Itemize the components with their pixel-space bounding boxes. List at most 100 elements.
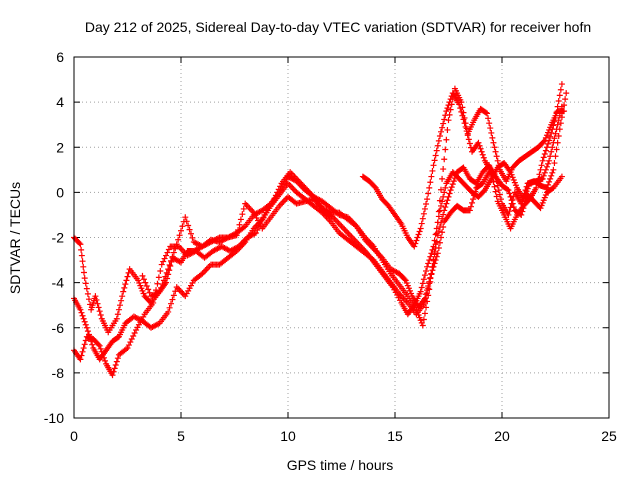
data-point [110,368,117,375]
data-point [434,142,441,149]
data-point [418,284,425,291]
data-point [467,203,474,210]
data-point [486,120,493,127]
data-point [260,214,267,221]
data-point [175,236,182,243]
x-tick-label: 5 [177,428,185,444]
data-point [161,255,168,262]
data-point [543,144,550,151]
data-point [536,171,543,178]
data-point [545,181,552,188]
data-point [170,249,177,256]
data-point [488,129,495,136]
data-point [139,272,146,279]
data-point [424,263,431,270]
data-point [462,123,469,130]
data-point [552,114,559,121]
data-point [421,205,428,212]
data-point [546,126,553,133]
data-point [183,218,190,225]
data-point [427,253,434,260]
data-point [433,225,440,232]
data-point [404,282,411,289]
data-point [94,300,101,307]
data-point [423,291,430,298]
data-point [114,311,121,318]
series-track-B [71,90,570,363]
data-point [441,189,448,196]
data-point [150,299,157,306]
data-point [270,198,277,205]
data-point [78,252,85,259]
data-point [97,311,104,318]
data-point [489,173,496,180]
data-point [488,169,495,176]
data-point [408,290,415,297]
data-point [449,181,456,188]
data-point [479,151,486,158]
data-point [441,156,448,163]
x-tick-label: 25 [601,428,617,444]
data-point [76,240,83,247]
data-point [443,136,450,143]
data-point [80,315,87,322]
data-point [82,337,89,344]
data-point [425,190,432,197]
data-point [431,157,438,164]
data-point [78,309,85,316]
data-point [81,318,88,325]
data-point [176,232,183,239]
data-point [545,160,552,167]
data-point [160,277,167,284]
data-point [83,324,90,331]
data-point [548,148,555,155]
data-point [507,169,514,176]
data-point [546,178,553,185]
data-point [535,175,542,182]
data-point [506,190,513,197]
data-point [420,276,427,283]
data-point [414,234,421,241]
data-point [412,240,419,247]
data-point [79,258,86,265]
data-point [439,229,446,236]
data-point [418,319,425,326]
data-point [508,171,515,178]
data-point [77,306,84,313]
data-point [275,186,282,193]
data-point [444,105,451,112]
data-point [445,102,452,109]
data-point [78,352,85,359]
data-point [96,342,103,349]
data-point [533,184,540,191]
data-point [165,266,172,273]
data-point [432,152,439,159]
data-point [489,134,496,141]
data-point [466,207,473,214]
data-point [537,205,544,212]
data-point [471,192,478,199]
grid-lines [74,57,609,418]
data-point [128,336,135,343]
data-point [271,195,278,202]
data-point [118,297,125,304]
data-point [423,201,430,208]
data-point [81,341,88,348]
data-point [538,202,545,209]
data-point [496,191,503,198]
data-point [542,166,549,173]
data-point [490,178,497,185]
data-point [435,137,442,144]
data-point [436,239,443,246]
data-point [162,273,169,280]
data-point [83,285,90,292]
chart-title: Day 212 of 2025, Sidereal Day-to-day VTE… [85,19,591,35]
data-point [411,243,418,250]
data-point [525,182,532,189]
data-point [438,234,445,241]
data-point [546,157,553,164]
data-point [413,237,420,244]
data-point [447,96,454,103]
y-axis-label: SDTVAR / TECUs [7,182,23,294]
